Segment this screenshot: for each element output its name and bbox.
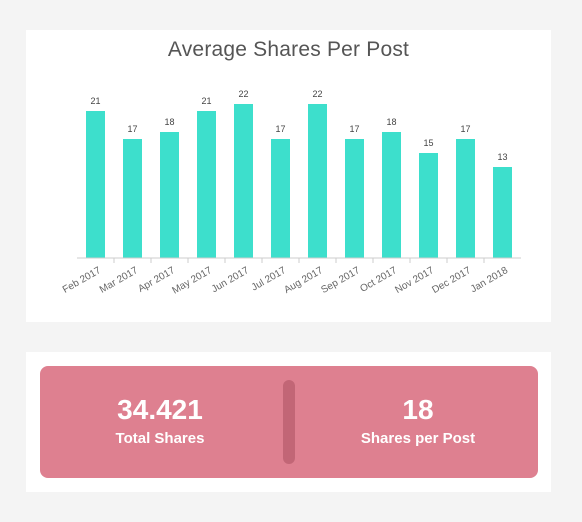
- bar-value-label: 22: [238, 89, 248, 99]
- bar-value-label: 21: [201, 96, 211, 106]
- bar-value-label: 17: [127, 124, 137, 134]
- bar: [271, 139, 290, 258]
- kpi-card: 34.421 Total Shares 18 Shares per Post: [26, 352, 551, 492]
- bar-value-label: 18: [164, 117, 174, 127]
- bar: [234, 104, 253, 258]
- x-tick-label: Sep 2017: [319, 265, 362, 296]
- x-tick-label: Apr 2017: [136, 265, 177, 295]
- bar: [86, 111, 105, 258]
- bar-value-label: 22: [312, 89, 322, 99]
- bar: [382, 132, 401, 258]
- bar: [345, 139, 364, 258]
- x-tick-label: May 2017: [170, 265, 214, 297]
- x-tick-label: Dec 2017: [430, 265, 473, 296]
- kpi-shares-per-post: 18 Shares per Post: [298, 394, 538, 447]
- bar: [123, 139, 142, 258]
- bar: [493, 167, 512, 258]
- x-tick-label: Mar 2017: [98, 265, 140, 296]
- x-tick-label: Feb 2017: [61, 265, 103, 296]
- x-tick-label: Jul 2017: [250, 265, 289, 294]
- bar-value-label: 17: [460, 124, 470, 134]
- bar: [308, 104, 327, 258]
- bar-value-label: 17: [275, 124, 285, 134]
- bar-labels-group: 21 17 18 21 22 17 22 17 18 15 17 13: [90, 89, 507, 162]
- bars-group: [86, 104, 512, 258]
- chart-card: Average Shares Per Post 21 17 18 21 22 17 22 17…: [26, 30, 551, 322]
- kpi-divider: [283, 380, 295, 464]
- kpi-panel: 34.421 Total Shares 18 Shares per Post: [40, 366, 538, 478]
- x-tick-label: Aug 2017: [282, 265, 325, 296]
- x-tick-label: Jan 2018: [469, 265, 511, 295]
- kpi-total-shares: 34.421 Total Shares: [40, 394, 280, 447]
- x-tick-label: Oct 2017: [358, 265, 399, 295]
- bar: [160, 132, 179, 258]
- bar-value-label: 15: [423, 138, 433, 148]
- bar-value-label: 17: [349, 124, 359, 134]
- total-shares-value: 34.421: [40, 394, 280, 426]
- bar: [197, 111, 216, 258]
- bar: [419, 153, 438, 258]
- total-shares-label: Total Shares: [40, 430, 280, 447]
- bar-value-label: 13: [497, 152, 507, 162]
- bar: [456, 139, 475, 258]
- x-tick-label: Nov 2017: [393, 265, 436, 296]
- x-tick-label: Jun 2017: [210, 265, 252, 295]
- shares-per-post-label: Shares per Post: [298, 430, 538, 447]
- bar-value-label: 21: [90, 96, 100, 106]
- bar-value-label: 18: [386, 117, 396, 127]
- shares-per-post-value: 18: [298, 394, 538, 426]
